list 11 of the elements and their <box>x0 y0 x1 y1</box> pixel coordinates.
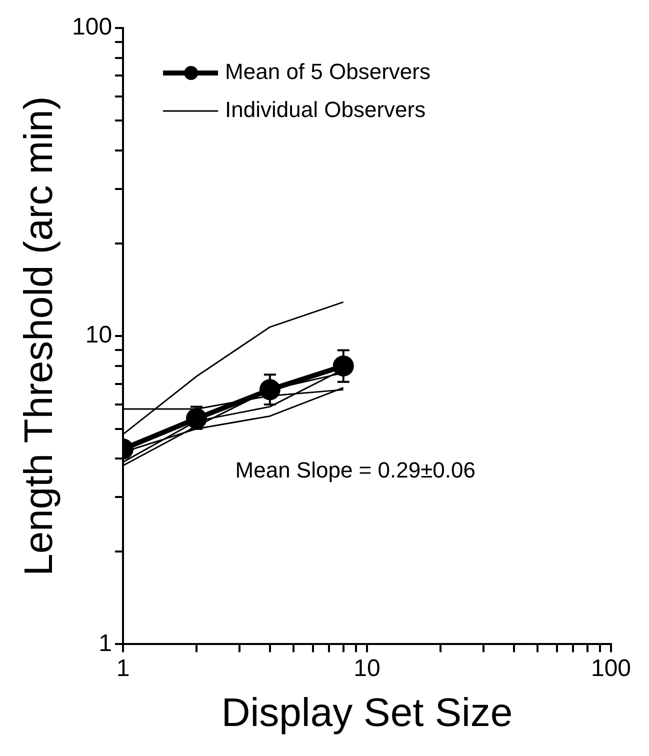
x-tick-label: 100 <box>590 655 632 682</box>
y-tick-label: 10 <box>85 322 112 349</box>
annotation: Mean Slope = 0.29±0.06 <box>235 458 476 483</box>
legend-label: Mean of 5 Observers <box>225 59 430 84</box>
y-axis-title: Length Threshold (arc min) <box>17 96 62 576</box>
legend-label: Individual Observers <box>225 97 426 122</box>
x-tick-label: 10 <box>354 655 380 682</box>
x-axis-title: Display Set Size <box>221 691 513 736</box>
x-tick-label: 1 <box>116 655 130 682</box>
y-tick-label: 1 <box>98 630 112 657</box>
y-tick-label: 100 <box>72 14 112 41</box>
